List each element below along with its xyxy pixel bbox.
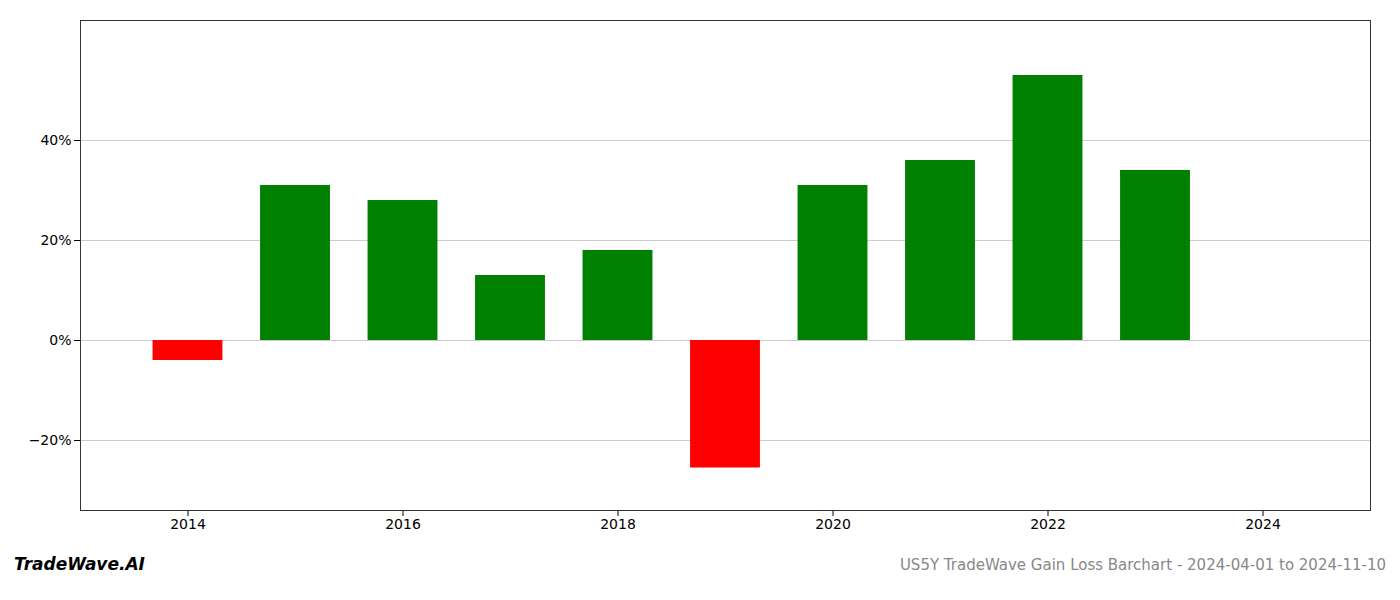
svg-text:2014: 2014: [170, 516, 206, 532]
html-text:US5Y TradeWave Gain Loss Barch: US5Y TradeWave Gain Loss Barchart - 2024…: [899, 556, 1386, 574]
svg-text:2024: 2024: [1245, 516, 1281, 532]
svg-text:2022: 2022: [1030, 516, 1066, 532]
svg-text:2018: 2018: [600, 516, 636, 532]
svg-text:20%: 20%: [40, 232, 71, 248]
svg-text:2016: 2016: [385, 516, 421, 532]
svg-text:2020: 2020: [815, 516, 851, 532]
svg-text:40%: 40%: [40, 132, 71, 148]
svg-text:−20%: −20%: [29, 432, 72, 448]
html-text:TradeWave.AI: TradeWave.AI: [14, 554, 145, 574]
svg-text:0%: 0%: [49, 332, 71, 348]
